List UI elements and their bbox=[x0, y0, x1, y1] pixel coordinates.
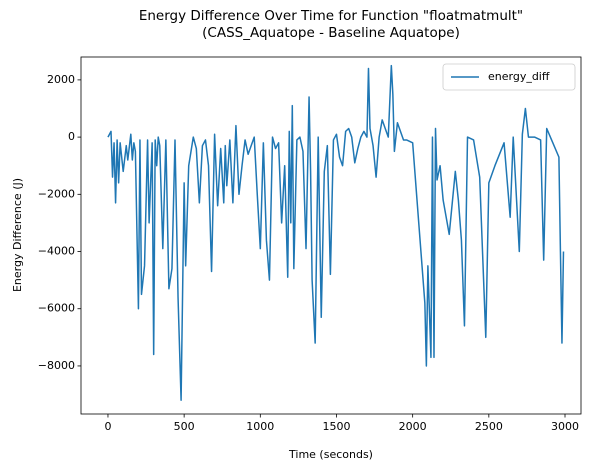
y-tick-label: −6000 bbox=[38, 302, 75, 315]
x-tick-label: 1500 bbox=[322, 420, 350, 433]
legend-label: energy_diff bbox=[488, 70, 550, 83]
legend-box bbox=[442, 63, 576, 91]
y-axis-label: Energy Difference (J) bbox=[11, 178, 24, 292]
x-tick-label: 0 bbox=[104, 420, 111, 433]
data-line bbox=[107, 64, 565, 402]
y-tick-label: 2000 bbox=[47, 73, 75, 86]
x-axis-label: Time (seconds) bbox=[288, 448, 373, 461]
y-tick-label: −2000 bbox=[38, 187, 75, 200]
chart-subtitle: (CASS_Aquatope - Baseline Aquatope) bbox=[202, 25, 460, 41]
y-tick-label: −8000 bbox=[38, 359, 75, 372]
chart-title: Energy Difference Over Time for Function… bbox=[139, 8, 523, 24]
x-tick-label: 500 bbox=[174, 420, 195, 433]
y-tick-label: 0 bbox=[68, 130, 75, 143]
x-tick-label: 1000 bbox=[246, 420, 274, 433]
y-tick-label: −4000 bbox=[38, 245, 75, 258]
x-tick-label: 2000 bbox=[399, 420, 427, 433]
x-tick-label: 3000 bbox=[551, 420, 579, 433]
plot-frame bbox=[80, 56, 582, 415]
x-tick-label: 2500 bbox=[475, 420, 503, 433]
